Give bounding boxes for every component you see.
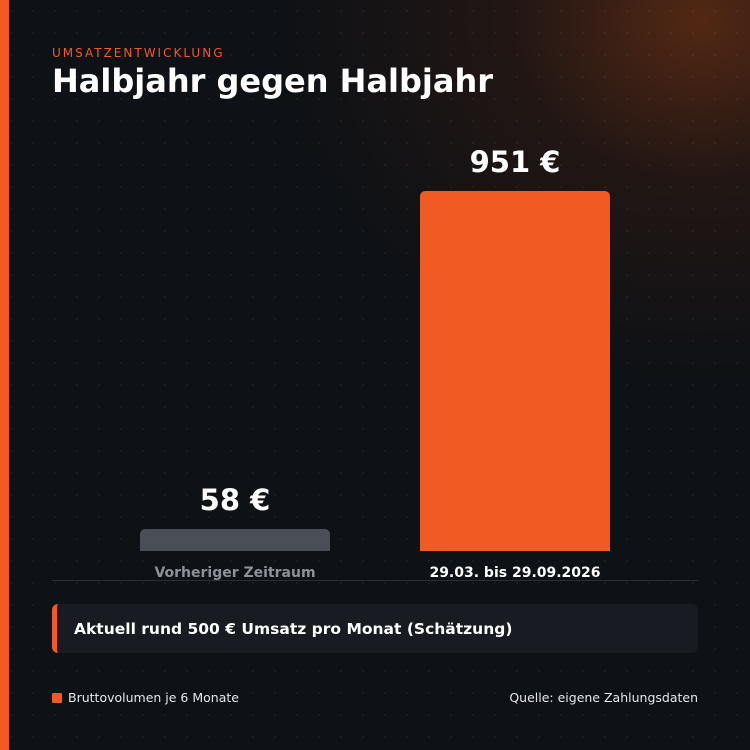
bar-0 bbox=[140, 529, 330, 551]
source-note: Quelle: eigene Zahlungsdaten bbox=[509, 690, 698, 705]
bar-chart: 58 € Vorheriger Zeitraum 951 € 29.03. bis 2… bbox=[52, 145, 698, 581]
bar-value-label-0: 58 € bbox=[200, 483, 271, 517]
legend-swatch bbox=[52, 692, 62, 703]
bar-1 bbox=[420, 191, 610, 551]
legend: Bruttovolumen je 6 Monate bbox=[52, 690, 239, 705]
category-label-1: 29.03. bis 29.09.2026 bbox=[429, 565, 600, 581]
bar-value-label-1: 951 € bbox=[470, 145, 561, 179]
accent-strip bbox=[0, 0, 9, 750]
callout-text: Aktuell rund 500 € Umsatz pro Monat (Sch… bbox=[74, 619, 513, 638]
kicker-label: UMSATZENTWICKLUNG bbox=[52, 46, 225, 60]
page-title: Halbjahr gegen Halbjahr bbox=[52, 62, 494, 100]
legend-label: Bruttovolumen je 6 Monate bbox=[68, 690, 239, 705]
summary-callout: Aktuell rund 500 € Umsatz pro Monat (Sch… bbox=[52, 604, 698, 653]
category-label-0: Vorheriger Zeitraum bbox=[154, 565, 315, 581]
